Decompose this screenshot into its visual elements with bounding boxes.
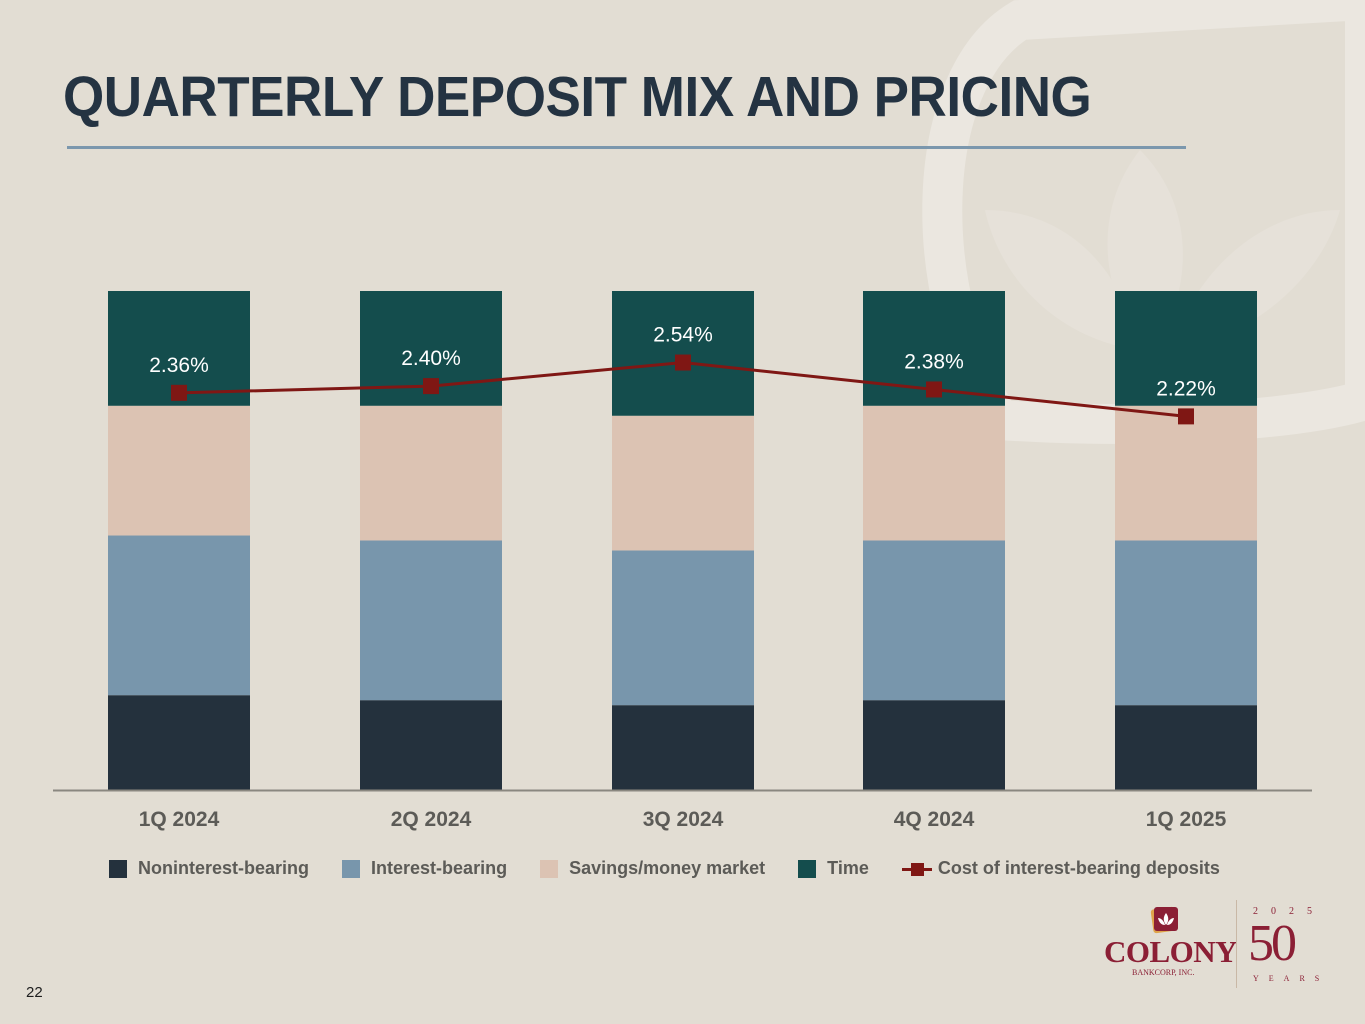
cost-data-label: 2.40% <box>401 347 461 370</box>
x-tick-label: 3Q 2024 <box>643 808 724 831</box>
anniversary-number: 50 <box>1248 915 1297 972</box>
bar-segment-noninterest-bearing <box>360 700 502 790</box>
bar-segment-savings-money-market <box>863 405 1005 541</box>
logo-divider <box>1236 900 1237 988</box>
legend-swatch-noninterest-bearing <box>109 859 127 878</box>
bar-segment-noninterest-bearing <box>1115 705 1257 790</box>
cost-marker-4q-2024 <box>926 381 942 398</box>
cost-marker-2q-2024 <box>423 378 439 395</box>
bar-stack-1q-2025 <box>1115 291 1257 790</box>
bar-segment-time <box>1115 291 1257 406</box>
legend-item-cost: Cost of interest-bearing deposits <box>901 858 1220 879</box>
bar-segment-interest-bearing <box>612 550 754 706</box>
bar-segment-interest-bearing <box>108 535 250 696</box>
legend-item-savings: Savings/money market <box>540 858 765 879</box>
bar-segment-savings-money-market <box>108 405 250 536</box>
bar-segment-savings-money-market <box>360 405 502 541</box>
bar-stack-1q-2024 <box>108 291 250 790</box>
legend-item-time: Time <box>798 858 869 879</box>
colony-logo: COLONY BANKCORP, INC. 2025 50 YEARS <box>1100 898 1325 990</box>
lotus-emblem-icon <box>1150 906 1178 934</box>
legend-label: Time <box>827 858 869 878</box>
bar-stack-2q-2024 <box>360 291 502 790</box>
x-tick-label: 4Q 2024 <box>894 808 975 831</box>
chart-legend: Noninterest-bearing Interest-bearing Sav… <box>109 858 1253 879</box>
cost-line-series <box>171 354 1194 425</box>
bar-segment-interest-bearing <box>863 540 1005 701</box>
legend-swatch-interest-bearing <box>342 859 361 878</box>
legend-label: Noninterest-bearing <box>138 858 310 878</box>
bar-segment-time <box>612 291 754 416</box>
cost-data-label: 2.36% <box>149 354 209 377</box>
cost-data-labels: 2.36% 2.40% 2.54% 2.38% 2.22% <box>149 324 1216 401</box>
bar-stack-3q-2024 <box>612 291 754 790</box>
bar-segment-savings-money-market <box>1115 405 1257 541</box>
page-title: QUARTERLY DEPOSIT MIX AND PRICING <box>63 65 1092 129</box>
bar-segment-noninterest-bearing <box>612 705 754 790</box>
anniversary-year: 2025 <box>1253 906 1325 917</box>
bar-segment-interest-bearing <box>1115 540 1257 706</box>
x-tick-label: 2Q 2024 <box>391 808 472 831</box>
legend-swatch-cost-line <box>901 860 932 878</box>
cost-data-label: 2.22% <box>1156 377 1216 400</box>
legend-swatch-time <box>798 859 817 878</box>
legend-label: Interest-bearing <box>371 858 508 878</box>
x-tick-label: 1Q 2024 <box>139 808 220 831</box>
cost-data-label: 2.38% <box>904 350 964 373</box>
cost-data-label: 2.54% <box>653 324 713 347</box>
cost-marker-3q-2024 <box>675 354 691 371</box>
bar-stack-4q-2024 <box>863 291 1005 790</box>
bar-segment-interest-bearing <box>360 540 502 701</box>
legend-item-noninterest-bearing: Noninterest-bearing <box>109 858 309 879</box>
logo-subtitle: BANKCORP, INC. <box>1132 968 1195 977</box>
page-number: 22 <box>26 984 43 1001</box>
bar-segment-noninterest-bearing <box>863 700 1005 790</box>
legend-item-interest-bearing: Interest-bearing <box>342 858 507 879</box>
x-tick-label: 1Q 2025 <box>1146 808 1227 831</box>
legend-label: Cost of interest-bearing deposits <box>937 858 1220 878</box>
title-underline <box>67 146 1186 149</box>
legend-label: Savings/money market <box>569 858 766 878</box>
cost-marker-1q-2024 <box>171 384 187 401</box>
anniversary-word: YEARS <box>1253 974 1330 983</box>
bar-segment-noninterest-bearing <box>108 695 250 790</box>
cost-marker-1q-2025 <box>1178 408 1194 425</box>
logo-wordmark: COLONY <box>1104 934 1238 969</box>
bar-stacks <box>108 291 1257 790</box>
bar-segment-savings-money-market <box>612 415 754 551</box>
legend-swatch-savings <box>540 859 559 878</box>
x-axis-tick-labels: 1Q 2024 2Q 2024 3Q 2024 4Q 2024 1Q 2025 <box>139 808 1227 831</box>
